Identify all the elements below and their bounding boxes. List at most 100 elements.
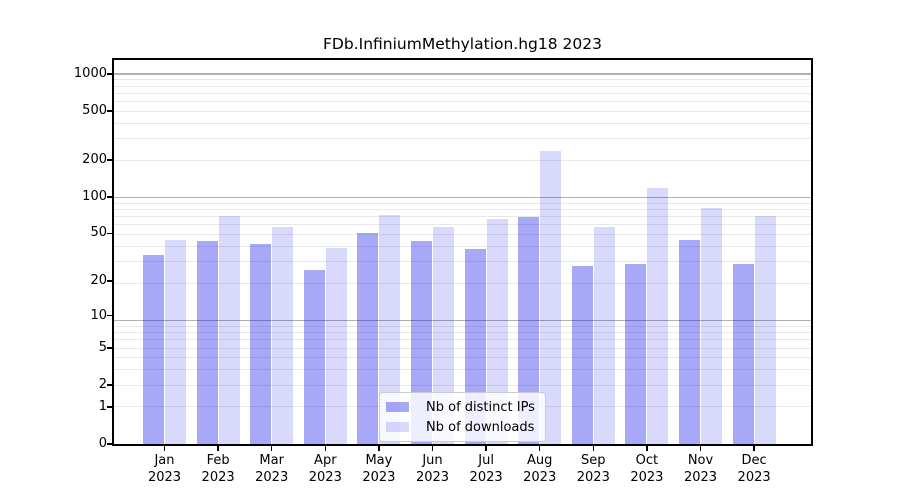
- x-tick-year: 2023: [415, 470, 450, 485]
- x-tick-month: Sep: [581, 453, 606, 468]
- minor-gridline: [114, 224, 811, 226]
- bar-downloads-may: [379, 215, 401, 444]
- x-tick-label-nov: Nov 2023: [669, 452, 733, 486]
- x-tick-year: 2023: [576, 470, 610, 485]
- x-tick-year: 2023: [737, 470, 771, 485]
- bar-distinct-ips-feb: [196, 241, 218, 444]
- minor-gridline: [114, 339, 811, 341]
- bar-distinct-ips-dec: [732, 263, 754, 444]
- major-gridline: [114, 73, 811, 75]
- minor-gridline: [114, 215, 811, 217]
- y-tick-mark: [107, 232, 112, 235]
- bar-distinct-ips-may: [357, 233, 379, 444]
- bar-downloads-jan: [165, 240, 186, 444]
- bar-downloads-dec: [754, 215, 776, 444]
- minor-gridline: [114, 283, 811, 285]
- y-tick-label: 200: [82, 152, 107, 167]
- bar-distinct-ips-apr: [303, 269, 325, 444]
- bar-downloads-aug: [540, 150, 562, 444]
- bar-downloads-nov: [701, 208, 722, 444]
- y-tick-label: 1: [98, 398, 107, 414]
- x-tick-year: 2023: [683, 470, 718, 485]
- x-tick-year: 2023: [201, 470, 235, 485]
- x-tick-month: Apr: [314, 453, 337, 468]
- bar-downloads-mar: [272, 226, 294, 444]
- minor-gridline: [114, 245, 811, 247]
- x-tick-month: Jun: [422, 453, 443, 468]
- minor-gridline: [114, 92, 811, 94]
- y-tick-mark: [107, 384, 112, 386]
- x-tick-label-mar: Mar 2023: [240, 452, 304, 486]
- minor-gridline: [114, 85, 811, 87]
- minor-gridline: [114, 208, 811, 210]
- minor-gridline: [114, 122, 811, 124]
- y-tick-mark: [107, 406, 112, 408]
- legend-swatch-distinct-ips: [386, 402, 409, 412]
- minor-gridline: [114, 138, 811, 140]
- y-tick-label: 1000: [73, 66, 107, 82]
- bar-downloads-apr: [325, 247, 347, 444]
- x-tick-mark: [378, 446, 380, 451]
- y-tick-label: 5: [98, 340, 107, 356]
- x-tick-mark: [592, 446, 595, 451]
- minor-gridline: [114, 261, 811, 263]
- major-gridline: [114, 319, 811, 322]
- bar-distinct-ips-mar: [250, 243, 272, 444]
- major-gridline: [114, 196, 811, 199]
- y-tick-label: 2: [98, 377, 107, 393]
- legend-label-downloads: Nb of downloads: [426, 419, 535, 435]
- chart-title: FDb.InfiniumMethylation.hg18 2023: [323, 35, 602, 53]
- x-tick-year: 2023: [523, 470, 557, 485]
- y-tick-label: 100: [82, 188, 107, 204]
- x-tick-mark: [217, 446, 219, 451]
- x-tick-month: Dec: [741, 453, 767, 468]
- legend-label-distinct-ips: Nb of distinct IPs: [426, 399, 535, 415]
- y-tick-mark: [107, 159, 112, 161]
- y-tick-mark: [107, 347, 112, 349]
- x-tick-mark: [163, 446, 166, 451]
- bar-distinct-ips-sep: [571, 265, 593, 444]
- x-tick-mark: [699, 446, 702, 451]
- x-tick-year: 2023: [308, 470, 342, 485]
- bar-downloads-jul: [486, 218, 508, 444]
- minor-gridline: [114, 159, 811, 161]
- minor-gridline: [114, 384, 811, 386]
- y-tick-label: 500: [82, 103, 107, 119]
- x-tick-month: Oct: [635, 453, 659, 468]
- x-tick-label-dec: Dec 2023: [722, 452, 786, 486]
- bar-downloads-oct: [647, 188, 669, 444]
- x-tick-month: May: [365, 453, 393, 468]
- legend-swatch-downloads: [386, 422, 409, 432]
- x-tick-mark: [646, 446, 648, 451]
- x-tick-mark: [431, 446, 434, 451]
- x-tick-month: Jan: [154, 453, 175, 468]
- bar-distinct-ips-nov: [679, 240, 700, 444]
- bar-downloads-sep: [593, 226, 615, 444]
- x-tick-label-jan: Jan 2023: [133, 452, 197, 486]
- minor-gridline: [114, 234, 811, 235]
- legend-item-distinct-ips: Nb of distinct IPs: [386, 397, 535, 417]
- x-tick-label-jun: Jun 2023: [401, 452, 465, 486]
- x-tick-label-aug: Aug 2023: [508, 452, 572, 486]
- y-tick-mark: [107, 73, 112, 75]
- x-tick-mark: [753, 446, 755, 451]
- minor-gridline: [114, 79, 811, 81]
- x-tick-month: Jul: [478, 453, 494, 468]
- y-tick-label: 10: [90, 307, 107, 323]
- bar-distinct-ips-aug: [518, 217, 540, 444]
- minor-gridline: [114, 332, 811, 334]
- x-tick-month: Mar: [259, 453, 284, 468]
- plot-area: [112, 58, 813, 446]
- bar-downloads-feb: [218, 215, 240, 444]
- x-tick-year: 2023: [147, 470, 182, 485]
- y-tick-mark: [107, 443, 112, 445]
- y-tick-mark: [107, 110, 112, 112]
- x-tick-mark: [485, 446, 487, 451]
- x-tick-label-feb: Feb 2023: [186, 452, 250, 486]
- minor-gridline: [114, 369, 811, 371]
- x-tick-label-apr: Apr 2023: [293, 452, 357, 486]
- y-tick-mark: [107, 196, 112, 198]
- x-tick-mark: [270, 446, 273, 451]
- bar-distinct-ips-oct: [625, 263, 647, 444]
